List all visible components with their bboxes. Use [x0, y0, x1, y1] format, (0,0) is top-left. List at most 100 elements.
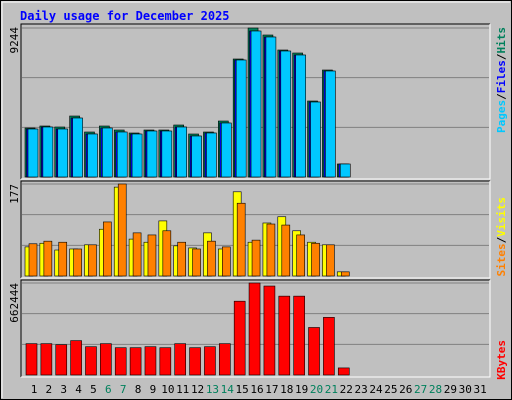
x-tick-label: 2	[46, 383, 53, 396]
bar	[100, 343, 112, 376]
bar	[337, 367, 350, 376]
x-tick-label: 3	[60, 383, 67, 396]
x-tick-label: 12	[191, 383, 204, 396]
x-tick-label: 29	[444, 383, 457, 396]
bar	[235, 59, 247, 178]
bar	[144, 346, 157, 376]
bar	[40, 343, 53, 376]
plot-highlight	[21, 24, 491, 180]
bar	[114, 347, 127, 376]
bar	[147, 234, 157, 277]
bar	[281, 224, 291, 277]
x-tick-label: 1	[31, 383, 38, 396]
legend-entry: Sites	[495, 243, 508, 276]
bar	[28, 243, 38, 277]
bar	[131, 133, 143, 178]
legend-entry: Files	[495, 60, 508, 93]
legend-separator: /	[495, 93, 508, 100]
bar	[339, 163, 351, 178]
x-tick-label: 14	[221, 383, 235, 396]
x-tick-label: 31	[473, 383, 486, 396]
bar	[221, 122, 232, 178]
bar	[174, 343, 186, 376]
x-tick-label: 10	[161, 383, 174, 396]
bar	[177, 241, 186, 277]
bar	[87, 133, 98, 178]
bar	[311, 242, 320, 277]
x-tick-label: 15	[236, 383, 249, 396]
bar	[263, 285, 276, 376]
x-tick-label: 13	[206, 383, 219, 396]
bar	[296, 234, 305, 277]
bar	[325, 70, 336, 178]
x-tick-label: 27	[414, 383, 427, 396]
bar	[293, 295, 305, 376]
bar	[310, 101, 321, 178]
bar	[295, 54, 306, 178]
legend: KBytes	[495, 340, 508, 380]
x-tick-label: 7	[120, 383, 127, 396]
bar	[248, 282, 261, 376]
legend: Sites/Visits	[495, 197, 508, 277]
bar	[265, 36, 277, 178]
plot-shadow	[20, 23, 490, 179]
x-tick-label: 30	[459, 383, 472, 396]
bar	[159, 347, 172, 376]
bar	[72, 117, 83, 178]
bar	[340, 271, 350, 277]
x-tick-label: 21	[325, 383, 338, 396]
x-tick-label: 22	[340, 383, 353, 396]
legend-separator: /	[495, 53, 508, 60]
bar	[129, 347, 142, 376]
x-tick-label: 5	[90, 383, 97, 396]
bar	[116, 131, 128, 178]
bar	[204, 346, 216, 376]
x-tick-label: 8	[135, 383, 142, 396]
y-tick-label: 9244	[8, 27, 21, 54]
bar	[146, 130, 158, 178]
legend-entry: Visits	[495, 197, 508, 237]
bar	[103, 221, 112, 277]
bar	[222, 246, 231, 277]
bar	[43, 240, 53, 277]
bar	[55, 344, 68, 376]
bar	[176, 126, 187, 178]
plot-highlight	[21, 280, 491, 378]
bar	[280, 50, 292, 178]
legend-separator: /	[495, 236, 508, 243]
x-tick-label: 9	[150, 383, 157, 396]
x-tick-label: 17	[265, 383, 278, 396]
legend: Pages/Files/Hits	[495, 27, 508, 133]
bar	[27, 128, 39, 178]
bar	[189, 347, 201, 376]
bar	[250, 30, 262, 178]
x-tick-label: 6	[105, 383, 112, 396]
x-tick-label: 18	[280, 383, 293, 396]
legend-entry: Pages	[495, 100, 508, 133]
bar	[162, 230, 172, 277]
bar	[266, 223, 276, 277]
x-tick-label: 11	[176, 383, 189, 396]
legend-entry: Hits	[495, 27, 508, 54]
bar	[57, 128, 69, 178]
bar	[219, 343, 231, 376]
bar	[70, 340, 82, 376]
x-tick-label: 26	[399, 383, 412, 396]
bar	[102, 127, 113, 178]
chart-title: Daily usage for December 2025	[20, 9, 230, 23]
plot-shadow	[20, 279, 490, 377]
bar	[88, 244, 97, 277]
bar	[58, 241, 68, 277]
bar	[207, 240, 216, 277]
bar	[236, 202, 246, 277]
bar	[85, 346, 97, 376]
legend-entry: KBytes	[495, 340, 508, 380]
x-tick-label: 25	[384, 383, 397, 396]
x-tick-label: 4	[75, 383, 82, 396]
bar	[161, 130, 173, 178]
plot-shadow	[20, 180, 490, 278]
bar	[251, 239, 261, 277]
